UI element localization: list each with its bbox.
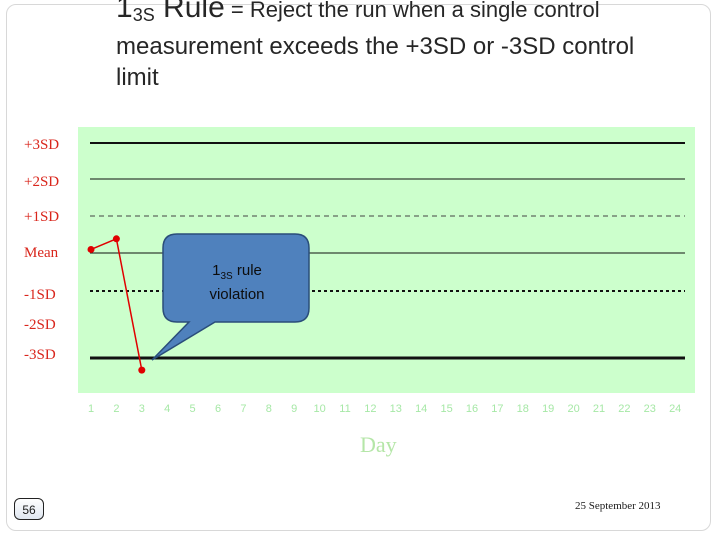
x-tick-label: 10 bbox=[313, 403, 325, 415]
data-point-day-2 bbox=[112, 235, 120, 243]
x-tick-label: 6 bbox=[215, 403, 221, 415]
y-label-plus-1sd: +1SD bbox=[24, 209, 60, 225]
x-tick-label: 22 bbox=[618, 403, 630, 415]
x-tick-label: 18 bbox=[517, 403, 529, 415]
x-tick-label: 24 bbox=[669, 403, 681, 415]
y-label-minus-3sd: -3SD bbox=[24, 347, 56, 363]
title-rule-word: Rule bbox=[154, 0, 225, 24]
x-axis-label: Day bbox=[360, 432, 397, 457]
x-tick-label: 13 bbox=[390, 403, 402, 415]
x-tick-label: 14 bbox=[415, 403, 427, 415]
y-label-mean: Mean bbox=[24, 245, 59, 261]
x-tick-label: 3 bbox=[139, 403, 145, 415]
slide-date: 25 September 2013 bbox=[575, 500, 661, 512]
x-tick-label: 7 bbox=[240, 403, 246, 415]
data-point-day-3 bbox=[138, 366, 146, 374]
callout-line-2: violation bbox=[209, 286, 265, 303]
y-label-plus-3sd: +3SD bbox=[24, 137, 60, 153]
callout-bubble bbox=[151, 233, 310, 361]
callout-text: 13S rule violation bbox=[192, 262, 282, 304]
title-rule-definition: = Reject the run when a single control bbox=[224, 0, 600, 22]
title-rule-subscript: 3S bbox=[132, 5, 155, 25]
control-series-line bbox=[90, 237, 143, 371]
title-line-2: measurement exceeds the +3SD or -3SD con… bbox=[116, 33, 635, 60]
x-tick-label: 8 bbox=[266, 403, 272, 415]
data-point-day-1 bbox=[87, 245, 95, 253]
x-tick-label: 15 bbox=[440, 403, 452, 415]
x-tick-label: 11 bbox=[339, 403, 350, 415]
x-tick-label: 21 bbox=[593, 403, 605, 415]
y-label-minus-2sd: -2SD bbox=[24, 317, 56, 333]
x-tick-label: 1 bbox=[88, 403, 94, 415]
x-tick-label: 2 bbox=[113, 403, 119, 415]
slide-frame bbox=[6, 4, 711, 531]
x-tick-label: 17 bbox=[491, 403, 503, 415]
title-line-3: limit bbox=[116, 64, 159, 91]
callout-rule-word: rule bbox=[232, 262, 262, 279]
callout-rule-number: 1 bbox=[212, 262, 221, 279]
x-tick-label: 20 bbox=[567, 403, 579, 415]
y-label-minus-1sd: -1SD bbox=[24, 287, 56, 303]
page-number: 56 bbox=[14, 498, 44, 520]
callout-rule-subscript: 3S bbox=[220, 271, 233, 282]
x-tick-label: 19 bbox=[542, 403, 554, 415]
title-rule-number: 1 bbox=[116, 0, 133, 24]
x-tick-label: 12 bbox=[364, 403, 376, 415]
x-tick-label: 9 bbox=[291, 403, 297, 415]
x-tick-label: 5 bbox=[190, 403, 196, 415]
x-tick-label: 23 bbox=[644, 403, 656, 415]
x-tick-label: 4 bbox=[164, 403, 170, 415]
y-label-plus-2sd: +2SD bbox=[24, 174, 60, 190]
slide-title: 13S Rule = Reject the run when a single … bbox=[116, 0, 706, 93]
x-tick-label: 16 bbox=[466, 403, 478, 415]
